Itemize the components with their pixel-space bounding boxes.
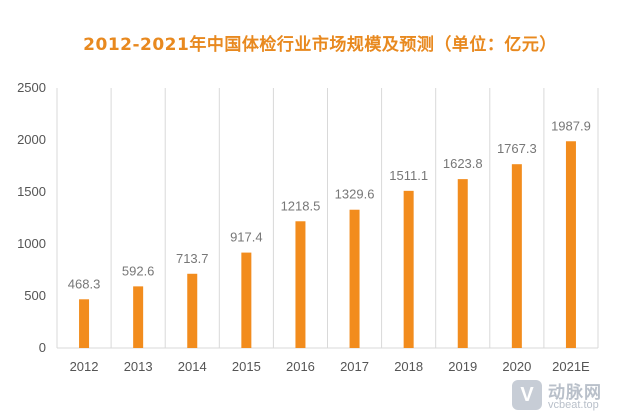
bar (511, 164, 522, 348)
bar (565, 141, 576, 348)
data-label: 1987.9 (551, 118, 591, 133)
data-label: 1767.3 (497, 141, 537, 156)
y-tick-label: 2500 (17, 80, 46, 95)
y-tick-label: 0 (39, 340, 46, 355)
watermark-name: 动脉网 (548, 383, 602, 403)
y-tick-label: 500 (24, 288, 46, 303)
x-tick-label: 2020 (502, 359, 531, 374)
chart-title: 2012-2021年中国体检行业市场规模及预测（单位：亿元） (83, 35, 557, 55)
watermark-url: vcbeat.top (548, 399, 599, 411)
x-tick-label: 2021E (552, 359, 590, 374)
bar (241, 252, 252, 348)
bar (457, 179, 468, 348)
data-label: 1623.8 (443, 156, 483, 171)
bar (187, 273, 198, 348)
bar (349, 209, 360, 348)
data-label: 1218.5 (281, 198, 321, 213)
x-tick-label: 2018 (394, 359, 423, 374)
x-tick-label: 2013 (124, 359, 153, 374)
x-tick-label: 2012 (70, 359, 99, 374)
data-label: 592.6 (122, 263, 155, 278)
data-label: 917.4 (230, 230, 263, 245)
y-tick-label: 2000 (17, 132, 46, 147)
data-label: 1329.6 (335, 187, 375, 202)
bar (79, 299, 90, 348)
data-label: 713.7 (176, 251, 209, 266)
bar (403, 190, 414, 348)
data-label: 1511.1 (389, 168, 428, 183)
x-tick-label: 2016 (286, 359, 315, 374)
x-tick-label: 2017 (340, 359, 369, 374)
y-axis-ticks: 0 500 1000 1500 2000 2500 (17, 80, 46, 355)
x-tick-label: 2015 (232, 359, 261, 374)
bar (133, 286, 144, 348)
x-tick-label: 2014 (178, 359, 207, 374)
bars (79, 141, 576, 348)
data-labels: 468.3 592.6 713.7 917.4 1218.5 1329.6 1511.1 16… (68, 118, 591, 291)
vcbeat-logo-icon: V (512, 380, 542, 410)
y-tick-label: 1500 (17, 184, 46, 199)
category-separators (56, 88, 599, 348)
x-axis-ticks: 2012 2013 2014 2015 2016 2017 2018 2019 2020 2021… (70, 359, 590, 374)
data-label: 468.3 (68, 276, 101, 291)
bar (295, 221, 306, 348)
watermark-logo: V 动脉网 vcbeat.top (512, 378, 632, 414)
y-tick-label: 1000 (17, 236, 46, 251)
x-tick-label: 2019 (448, 359, 477, 374)
